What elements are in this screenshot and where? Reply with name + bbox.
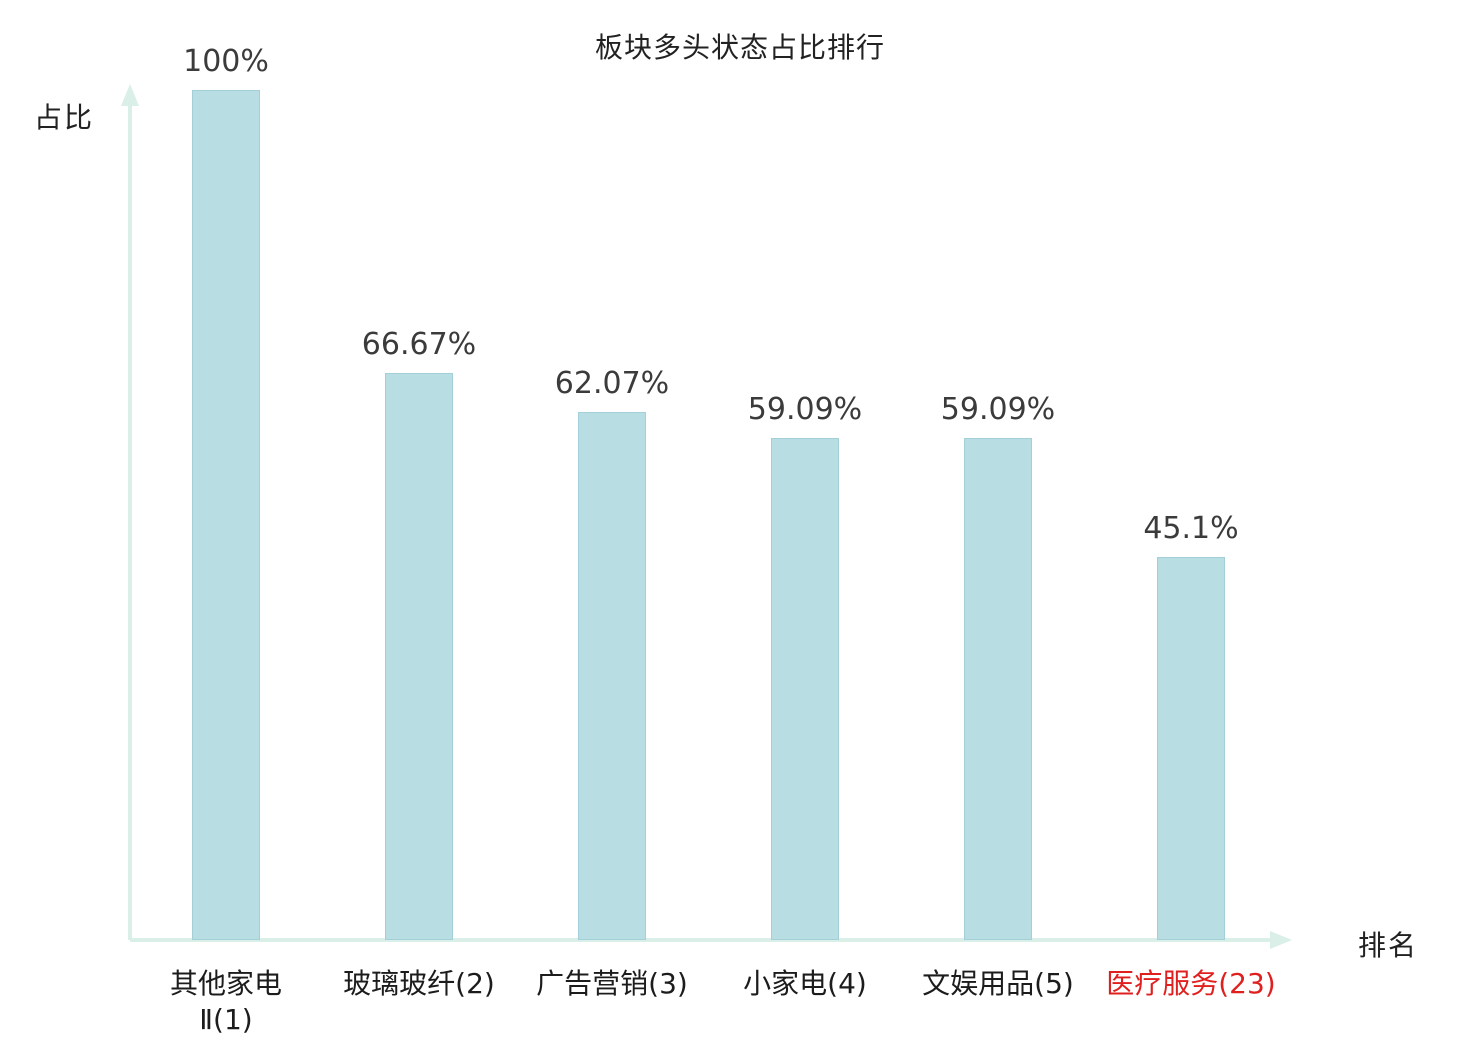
y-axis-label: 占比 <box>34 101 95 134</box>
bar-2 <box>385 373 453 940</box>
value-label-5: 59.09% <box>940 392 1056 427</box>
bar-3 <box>578 412 646 940</box>
value-label-6: 45.1% <box>1143 511 1239 546</box>
bar-1 <box>192 90 260 940</box>
category-label-4: 小家电(4) <box>743 967 867 1000</box>
category-label-6: 医疗服务(23) <box>1106 967 1276 1000</box>
category-label-1: 其他家电 Ⅱ(1) <box>169 967 282 1037</box>
chart-title: 板块多头状态占比排行 <box>594 31 885 64</box>
value-label-3: 62.07% <box>554 366 670 401</box>
value-label-1: 100% <box>183 44 269 79</box>
category-label-2: 玻璃玻纤(2) <box>343 967 495 1000</box>
value-label-4: 59.09% <box>747 392 863 427</box>
category-label-3: 广告营销(3) <box>536 967 688 1000</box>
category-label-5: 文娱用品(5) <box>922 967 1074 1000</box>
bar-6 <box>1157 557 1225 940</box>
x-axis-arrow-icon <box>1270 931 1292 949</box>
bar-5 <box>964 438 1032 940</box>
x-axis-label: 排名 <box>1358 929 1419 962</box>
y-axis-arrow-icon <box>121 84 139 106</box>
value-label-2: 66.67% <box>361 327 477 362</box>
bar-4 <box>771 438 839 940</box>
